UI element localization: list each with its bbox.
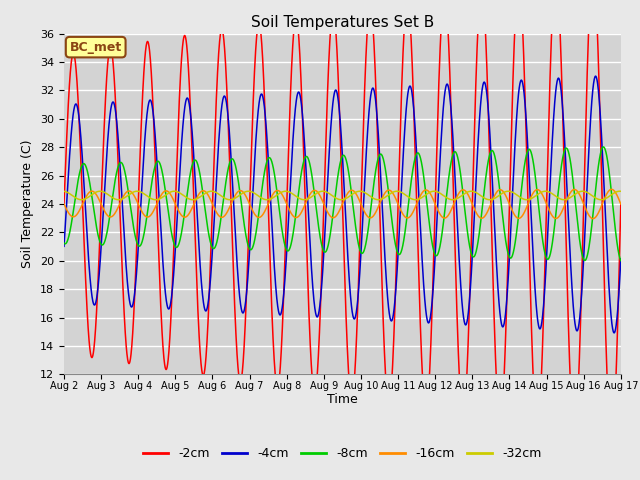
Y-axis label: Soil Temperature (C): Soil Temperature (C)	[22, 140, 35, 268]
X-axis label: Time: Time	[327, 394, 358, 407]
Legend: -2cm, -4cm, -8cm, -16cm, -32cm: -2cm, -4cm, -8cm, -16cm, -32cm	[138, 442, 547, 465]
Text: BC_met: BC_met	[70, 41, 122, 54]
Title: Soil Temperatures Set B: Soil Temperatures Set B	[251, 15, 434, 30]
